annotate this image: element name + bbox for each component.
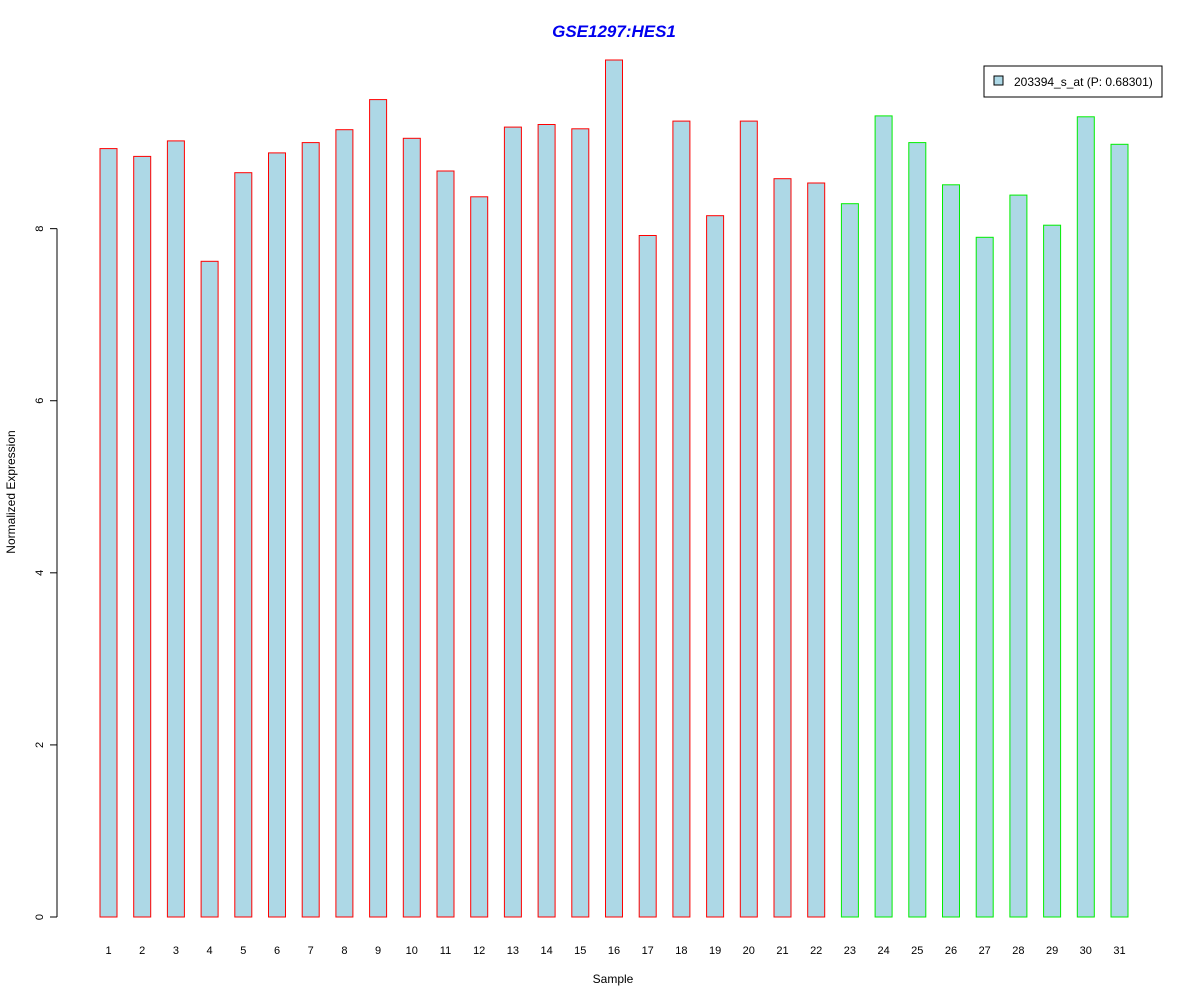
- y-tick-label: 0: [34, 914, 46, 920]
- bar-sample-10: [402, 137, 421, 918]
- x-tick-label: 12: [473, 945, 485, 957]
- x-tick-label: 19: [709, 945, 721, 957]
- bar-sample-20: [739, 120, 758, 918]
- bars-group: [99, 59, 1129, 918]
- bar-sample-14: [537, 124, 556, 918]
- x-tick-label: 22: [810, 945, 822, 957]
- bar-sample-5: [234, 172, 253, 918]
- bar-sample-9: [369, 99, 388, 918]
- bar-sample-24: [874, 115, 893, 918]
- bar-sample-26: [942, 184, 960, 918]
- x-tick-label: 21: [776, 945, 788, 957]
- x-tick-label: 13: [507, 945, 519, 957]
- x-tick-label: 1: [105, 945, 111, 957]
- bar-sample-21: [773, 178, 792, 918]
- x-tick-label: 3: [173, 945, 179, 957]
- legend-box: [983, 65, 1163, 98]
- x-tick-label: 8: [341, 945, 347, 957]
- x-tick-label: 27: [979, 945, 991, 957]
- x-tick-label: 26: [945, 945, 957, 957]
- bar-sample-19: [706, 215, 725, 918]
- x-tick-label: 15: [574, 945, 586, 957]
- x-tick-label: 24: [877, 945, 889, 957]
- x-tick-label: 30: [1080, 945, 1092, 957]
- x-tick-label: 16: [608, 945, 620, 957]
- x-tick-label: 28: [1012, 945, 1024, 957]
- bar-sample-27: [975, 236, 994, 918]
- bar-sample-17: [638, 235, 657, 918]
- bar-sample-6: [268, 152, 286, 918]
- x-tick-label: 2: [139, 945, 145, 957]
- x-tick-label: 14: [540, 945, 552, 957]
- x-tick-label: 20: [743, 945, 755, 957]
- bar-sample-15: [571, 128, 590, 918]
- x-tick-labels: 1 2 3 4 5 6 7 8 9 10 11 12 13 14 15 16 17 18 19 20 21 22 23 24 2…: [105, 945, 1125, 957]
- bar-sample-4: [200, 260, 219, 918]
- bar-sample-16: [605, 59, 623, 918]
- chart-title: GSE1297:HES1: [552, 22, 676, 41]
- x-tick-label: 18: [675, 945, 687, 957]
- bar-sample-23: [840, 203, 859, 918]
- x-tick-label: 11: [440, 945, 451, 957]
- y-tick-label: 4: [34, 570, 46, 576]
- legend: 203394_s_at (P: 0.68301): [983, 65, 1163, 98]
- bar-sample-13: [503, 126, 522, 918]
- bar-sample-28: [1009, 194, 1028, 918]
- y-axis: 0 2 4 6 8: [34, 226, 58, 920]
- bar-sample-8: [335, 129, 354, 918]
- bar-sample-11: [436, 170, 455, 918]
- bar-sample-31: [1110, 143, 1129, 918]
- bar-sample-3: [166, 140, 185, 918]
- x-tick-label: 7: [308, 945, 314, 957]
- y-axis-title: Normalized Expression: [4, 430, 18, 553]
- x-tick-label: 31: [1113, 945, 1125, 957]
- x-tick-label: 5: [240, 945, 246, 957]
- x-tick-label: 17: [642, 945, 654, 957]
- x-tick-label: 6: [274, 945, 280, 957]
- x-tick-label: 10: [406, 945, 418, 957]
- bar-sample-1: [99, 148, 118, 918]
- bar-sample-25: [908, 142, 927, 918]
- legend-label: 203394_s_at (P: 0.68301): [1014, 75, 1153, 89]
- x-tick-label: 23: [844, 945, 856, 957]
- bar-sample-18: [672, 120, 691, 918]
- bar-sample-2: [133, 155, 152, 918]
- y-tick-label: 6: [34, 398, 46, 404]
- bar-sample-30: [1076, 116, 1095, 918]
- x-tick-label: 4: [207, 945, 213, 957]
- y-tick-label: 2: [34, 742, 46, 748]
- x-axis-title: Sample: [593, 972, 634, 986]
- legend-swatch: [993, 75, 1004, 86]
- bar-sample-29: [1043, 224, 1062, 918]
- y-tick-label: 8: [34, 226, 46, 232]
- x-tick-label: 25: [911, 945, 923, 957]
- bar-sample-12: [470, 196, 489, 918]
- bar-sample-22: [807, 182, 826, 918]
- x-tick-label: 9: [375, 945, 381, 957]
- x-tick-label: 29: [1046, 945, 1058, 957]
- bar-sample-7: [301, 142, 320, 918]
